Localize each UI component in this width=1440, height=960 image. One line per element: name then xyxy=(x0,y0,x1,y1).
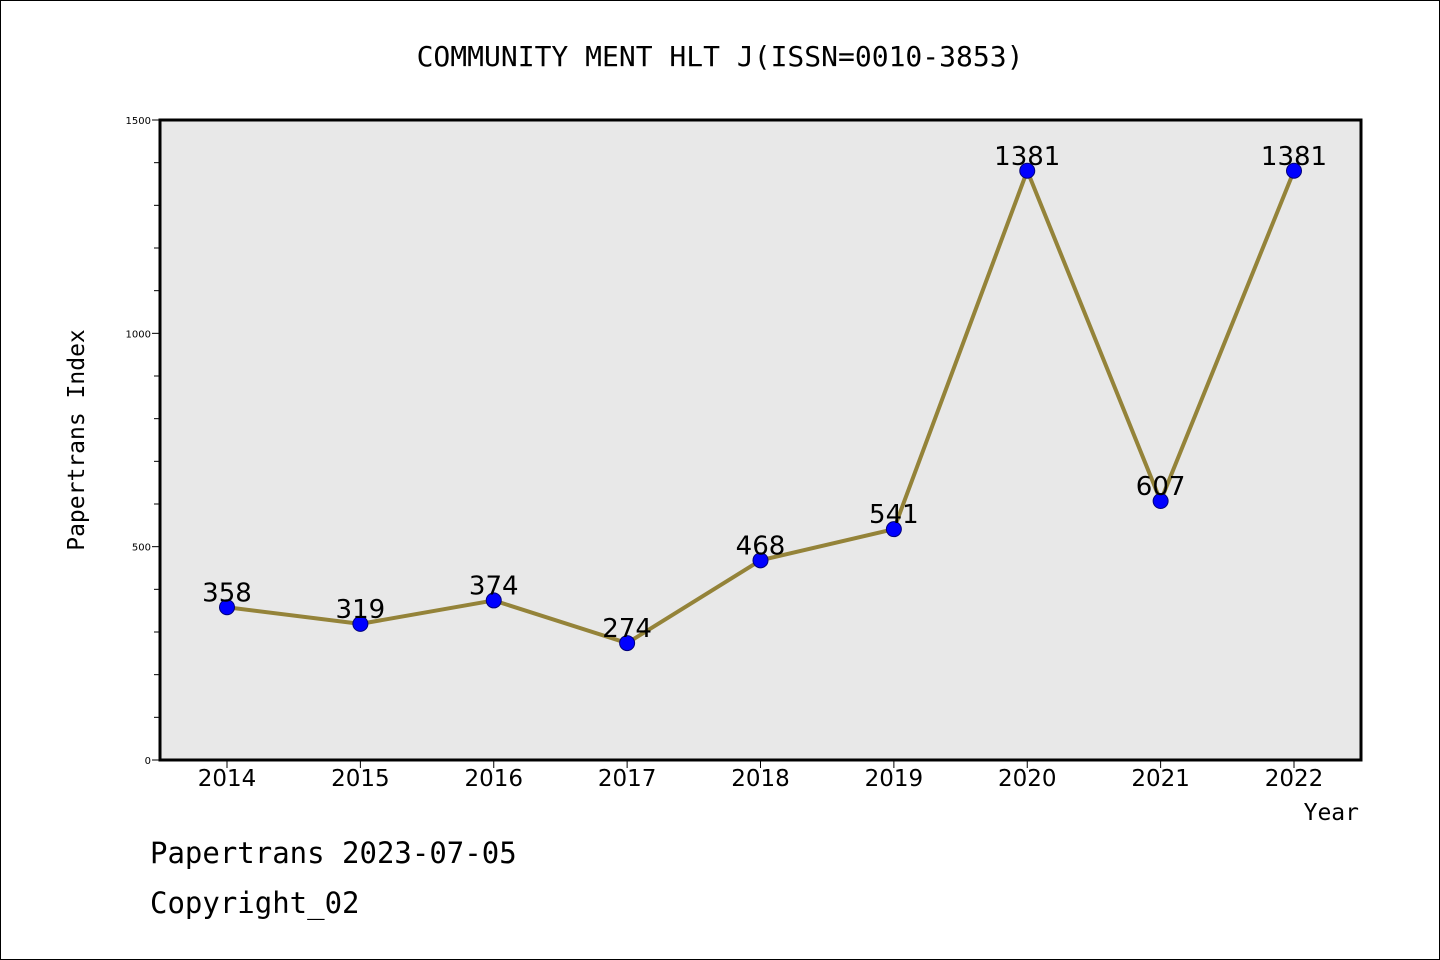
data-point xyxy=(885,521,902,538)
data-label: 319 xyxy=(336,595,386,625)
x-tick-label: 2022 xyxy=(1265,766,1324,792)
data-label: 358 xyxy=(202,578,252,608)
data-point xyxy=(485,592,502,609)
x-tick-label: 2016 xyxy=(464,766,523,792)
footer-date: Papertrans 2023-07-05 xyxy=(150,836,517,870)
data-point xyxy=(1152,493,1169,510)
data-point xyxy=(619,635,636,652)
chart-title: COMMUNITY MENT HLT J(ISSN=0010-3853) xyxy=(417,40,1024,73)
plot-border xyxy=(158,118,1363,762)
data-label: 1381 xyxy=(994,142,1060,172)
x-tick-label: 2019 xyxy=(865,766,924,792)
y-axis-label: Papertrans Index xyxy=(64,329,90,551)
series-layer: 358 319 374 274 468 541 1381 607 1381 xyxy=(202,142,1327,652)
data-point xyxy=(219,599,235,616)
y-tick-label: 0 xyxy=(145,756,151,767)
data-point xyxy=(352,615,369,632)
data-label: 468 xyxy=(736,531,786,561)
x-tick-label: 2017 xyxy=(598,766,657,792)
x-axis: 2014 2015 2016 2017 2018 2019 2020 2021 2022 xyxy=(198,760,1324,792)
y-tick-label: 500 xyxy=(132,543,151,554)
data-label: 541 xyxy=(869,500,919,530)
data-label: 274 xyxy=(602,614,652,644)
data-label: 607 xyxy=(1136,472,1186,502)
x-tick-label: 2020 xyxy=(998,766,1057,792)
plot-area xyxy=(160,120,1361,760)
x-tick-label: 2014 xyxy=(198,766,257,792)
x-tick-label: 2021 xyxy=(1131,766,1190,792)
data-point xyxy=(1286,162,1302,179)
y-axis: 0 500 1000 1500 xyxy=(126,116,160,767)
x-tick-label: 2015 xyxy=(331,766,390,792)
x-axis-label: Year xyxy=(1304,800,1359,826)
y-tick-label: 1000 xyxy=(126,329,151,340)
data-label: 1381 xyxy=(1261,142,1327,172)
y-tick-label: 1500 xyxy=(126,116,151,127)
x-tick-label: 2018 xyxy=(731,766,790,792)
footer-copyright: Copyright_02 xyxy=(150,886,360,920)
data-label: 374 xyxy=(469,571,519,601)
data-point xyxy=(752,552,769,569)
data-point xyxy=(1019,162,1036,179)
